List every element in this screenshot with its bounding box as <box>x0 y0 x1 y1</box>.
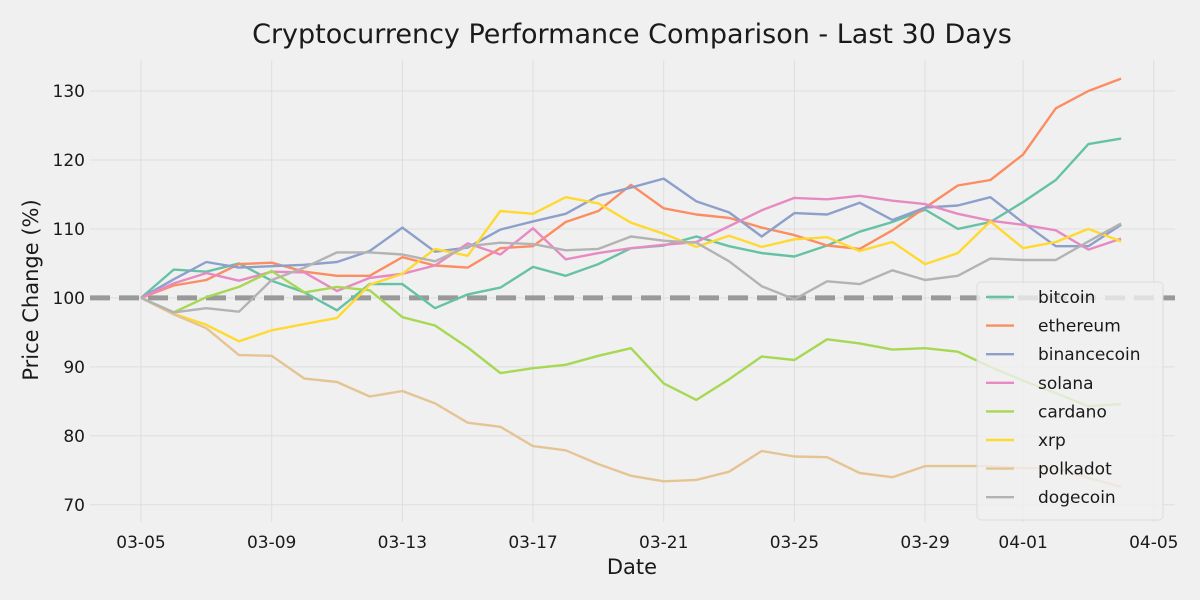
y-tick-label: 130 <box>53 82 85 102</box>
x-tick-label: 04-01 <box>998 533 1047 553</box>
x-tick-label: 03-17 <box>508 533 557 553</box>
x-tick-label: 03-05 <box>116 533 165 553</box>
series-line-cardano <box>140 269 1122 408</box>
x-tick-label: 03-13 <box>378 533 427 553</box>
series-line-bitcoin <box>140 137 1122 312</box>
series-lines <box>140 77 1122 488</box>
legend-label-cardano: cardano <box>1038 402 1107 422</box>
x-tick-label: 03-09 <box>247 533 296 553</box>
legend-label-solana: solana <box>1038 374 1094 394</box>
legend-label-xrp: xrp <box>1038 431 1066 451</box>
chart-title: Cryptocurrency Performance Comparison - … <box>252 19 1012 50</box>
legend-label-dogecoin: dogecoin <box>1038 488 1116 508</box>
legend-label-bitcoin: bitcoin <box>1038 288 1095 308</box>
legend-label-polkadot: polkadot <box>1038 460 1112 480</box>
x-tick-label: 03-29 <box>900 533 949 553</box>
y-tick-label: 80 <box>63 427 85 447</box>
y-tick-label: 110 <box>53 220 85 240</box>
series-line-dogecoin <box>140 222 1122 314</box>
series-line-xrp <box>140 195 1122 343</box>
legend-box <box>976 281 1164 521</box>
legend-label-binancecoin: binancecoin <box>1038 345 1141 365</box>
y-tick-label: 100 <box>53 289 85 309</box>
x-tick-label: 04-05 <box>1129 533 1178 553</box>
x-ticks: 03-05 03-09 03-13 03-17 03-21 03-25 03-29 04-01… <box>116 533 1178 553</box>
y-tick-label: 90 <box>63 358 85 378</box>
y-tick-label: 120 <box>53 151 85 171</box>
legend: bitcoin ethereum binancecoin solana cardano x… <box>976 281 1164 521</box>
x-tick-label: 03-25 <box>770 533 819 553</box>
series-line-polkadot <box>140 296 1122 488</box>
y-tick-label: 70 <box>63 496 85 516</box>
series-line-binancecoin <box>140 177 1122 299</box>
series-line-solana <box>140 194 1122 299</box>
y-ticks: 70 80 90 100 110 120 130 <box>53 82 85 516</box>
y-axis-label: Price Change (%) <box>19 199 43 380</box>
x-axis-label: Date <box>607 555 657 579</box>
x-tick-label: 03-21 <box>639 533 688 553</box>
legend-label-ethereum: ethereum <box>1038 317 1121 337</box>
